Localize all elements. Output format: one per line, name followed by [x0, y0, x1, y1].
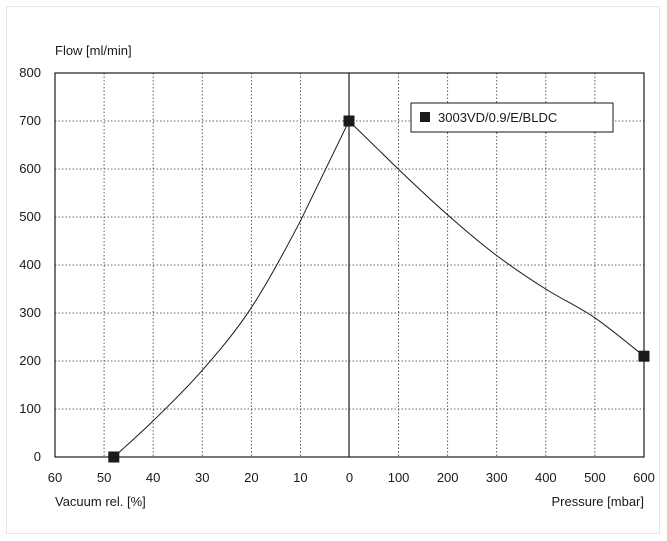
y-axis-label: Flow [ml/min] [55, 43, 132, 58]
x-tick-label: 300 [486, 470, 508, 485]
series-line [113, 120, 645, 458]
legend-label: 3003VD/0.9/E/BLDC [438, 110, 557, 125]
x-tick-label: 600 [633, 470, 655, 485]
series-layer [108, 115, 650, 463]
y-tick-label: 600 [19, 161, 41, 176]
x-tick-label: 0 [346, 470, 353, 485]
x-tick-label: 30 [195, 470, 209, 485]
y-tick-label: 700 [19, 113, 41, 128]
x-tick-label: 50 [97, 470, 111, 485]
data-marker [108, 451, 120, 463]
y-tick-label: 500 [19, 209, 41, 224]
y-tick-label: 200 [19, 353, 41, 368]
x-tick-label: 100 [388, 470, 410, 485]
x-tick-label: 200 [437, 470, 459, 485]
x-axis-label-pressure: Pressure [mbar] [552, 494, 644, 509]
y-tick-label: 100 [19, 401, 41, 416]
data-marker [343, 115, 355, 127]
y-tick-label: 800 [19, 65, 41, 80]
legend-box [410, 102, 614, 133]
legend-marker [420, 112, 430, 122]
x-tick-label: 20 [244, 470, 258, 485]
y-tick-label: 300 [19, 305, 41, 320]
x-tick-label: 400 [535, 470, 557, 485]
x-tick-label: 60 [48, 470, 62, 485]
x-tick-label: 500 [584, 470, 606, 485]
x-tick-label: 10 [293, 470, 307, 485]
data-marker [638, 350, 650, 362]
x-axis-label-vacuum: Vacuum rel. [%] [55, 494, 146, 509]
y-tick-label: 0 [34, 449, 41, 464]
x-tick-label: 40 [146, 470, 160, 485]
grid [54, 72, 645, 458]
chart-frame [6, 6, 660, 534]
legend: 3003VD/0.9/E/BLDC [410, 102, 614, 133]
y-tick-label: 400 [19, 257, 41, 272]
